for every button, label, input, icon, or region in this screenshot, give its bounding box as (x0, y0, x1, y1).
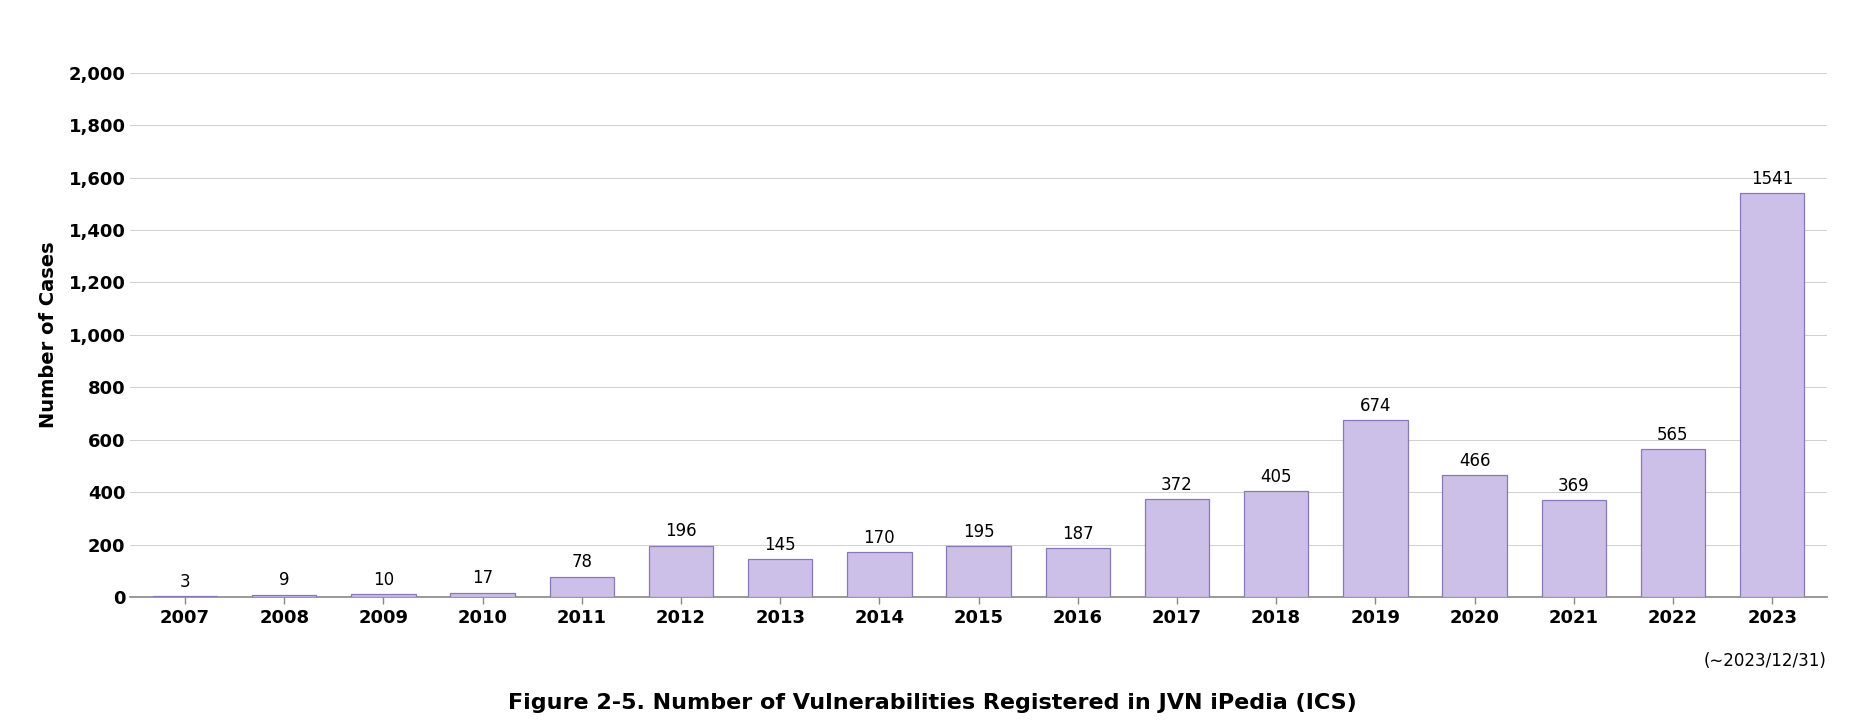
Bar (451, 593, 514, 597)
Text: 78: 78 (572, 553, 593, 571)
Text: 565: 565 (1657, 426, 1689, 443)
Text: 196: 196 (665, 523, 697, 540)
Bar (1640, 449, 1706, 597)
Bar (1344, 420, 1407, 597)
Text: 674: 674 (1359, 397, 1391, 415)
Text: 405: 405 (1260, 467, 1292, 486)
Bar (1046, 548, 1111, 597)
Text: 9: 9 (280, 571, 289, 590)
Text: 187: 187 (1062, 525, 1094, 542)
Text: 369: 369 (1558, 477, 1590, 495)
Bar (947, 546, 1010, 597)
Bar (846, 553, 911, 597)
Text: 372: 372 (1161, 476, 1193, 494)
Bar (1542, 500, 1607, 597)
Text: 1541: 1541 (1750, 170, 1793, 188)
Bar (1739, 193, 1804, 597)
Text: 466: 466 (1460, 451, 1491, 470)
Bar (649, 545, 714, 597)
Text: 3: 3 (179, 573, 190, 591)
Text: 10: 10 (373, 571, 393, 589)
Bar (747, 559, 813, 597)
Text: 17: 17 (472, 569, 494, 587)
Bar (350, 594, 416, 597)
Text: (∼2023/12/31): (∼2023/12/31) (1704, 652, 1827, 670)
Bar (1243, 491, 1309, 597)
Bar (550, 577, 613, 597)
Text: Figure 2-5. Number of Vulnerabilities Registered in JVN iPedia (ICS): Figure 2-5. Number of Vulnerabilities Re… (507, 694, 1357, 713)
Text: 195: 195 (964, 523, 994, 541)
Bar (1144, 499, 1210, 597)
Text: 145: 145 (764, 536, 796, 554)
Bar (1443, 475, 1506, 597)
Text: 170: 170 (863, 529, 895, 547)
Bar (153, 596, 218, 597)
Y-axis label: Number of Cases: Number of Cases (39, 242, 58, 428)
Bar (252, 595, 317, 597)
